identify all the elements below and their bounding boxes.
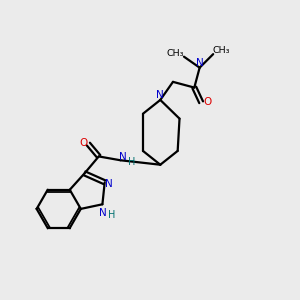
Text: CH₃: CH₃ bbox=[213, 46, 230, 55]
Text: O: O bbox=[79, 138, 87, 148]
Text: H: H bbox=[108, 211, 115, 220]
Text: N: N bbox=[196, 58, 203, 68]
Text: CH₃: CH₃ bbox=[167, 49, 184, 58]
Text: N: N bbox=[105, 179, 113, 189]
Text: O: O bbox=[203, 97, 211, 107]
Text: N: N bbox=[98, 208, 106, 218]
Text: N: N bbox=[119, 152, 127, 162]
Text: N: N bbox=[156, 90, 164, 100]
Text: H: H bbox=[128, 157, 135, 167]
